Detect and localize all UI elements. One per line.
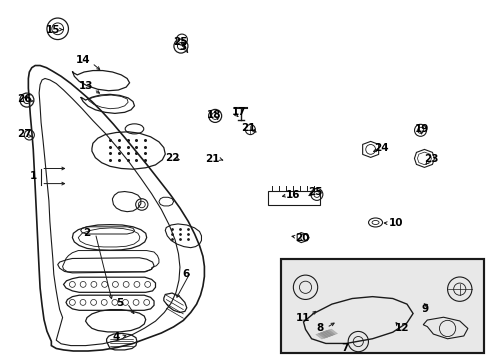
Text: 1: 1 <box>30 171 37 181</box>
Polygon shape <box>322 330 334 337</box>
Text: 3: 3 <box>180 42 186 52</box>
Text: 27: 27 <box>17 129 32 139</box>
Bar <box>281 259 483 353</box>
Text: 12: 12 <box>394 323 408 333</box>
Text: 24: 24 <box>373 143 388 153</box>
Text: 7: 7 <box>340 343 348 354</box>
Text: 15: 15 <box>45 24 60 35</box>
Text: 21: 21 <box>205 154 220 164</box>
Text: 5: 5 <box>116 298 123 308</box>
Text: 11: 11 <box>295 312 310 323</box>
Text: 10: 10 <box>388 218 403 228</box>
Text: 21: 21 <box>241 123 255 133</box>
Text: 22: 22 <box>164 153 179 163</box>
Text: 13: 13 <box>78 81 93 91</box>
Text: 20: 20 <box>294 233 309 243</box>
Text: 8: 8 <box>316 323 323 333</box>
Text: 23: 23 <box>423 154 438 164</box>
Text: 6: 6 <box>182 269 189 279</box>
Polygon shape <box>318 332 329 338</box>
Polygon shape <box>320 331 332 337</box>
Text: 19: 19 <box>413 124 428 134</box>
Text: 25: 25 <box>172 37 187 48</box>
Text: 18: 18 <box>206 110 221 120</box>
Text: 2: 2 <box>83 228 90 238</box>
Bar <box>281 259 483 353</box>
Text: 25: 25 <box>307 186 322 197</box>
Polygon shape <box>315 333 327 339</box>
Text: 4: 4 <box>112 332 120 342</box>
Text: 17: 17 <box>232 107 246 117</box>
Text: 9: 9 <box>421 304 428 314</box>
Bar <box>267 191 319 205</box>
Polygon shape <box>325 329 337 336</box>
Text: 26: 26 <box>17 94 32 104</box>
Text: 16: 16 <box>285 190 300 200</box>
Text: 14: 14 <box>76 55 90 66</box>
